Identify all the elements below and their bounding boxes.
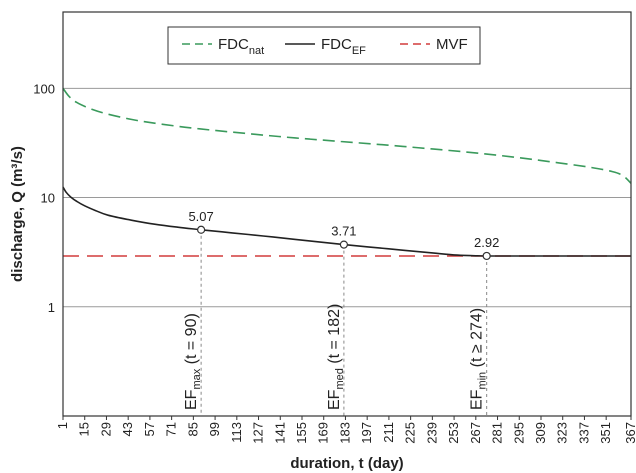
legend-label-main: FDC — [218, 36, 249, 53]
annotation-label-tail: (t ≥ 274) — [469, 308, 486, 372]
x-axis-label: duration, t (day) — [290, 455, 403, 472]
x-tick-label: 253 — [446, 422, 461, 444]
x-tick-label: 239 — [424, 422, 439, 444]
x-tick-label: 211 — [381, 422, 396, 443]
legend-box — [167, 26, 481, 65]
y-tick-label: 1 — [48, 300, 55, 315]
x-tick-label: 141 — [272, 422, 287, 444]
annotation-marker — [197, 225, 206, 234]
legend-label-main: MVF — [436, 36, 468, 53]
annotation-label-main: EF — [326, 389, 343, 410]
y-tick-label: 10 — [41, 191, 55, 206]
x-tick-label: 367 — [623, 422, 636, 444]
x-tick-label: 57 — [142, 422, 157, 436]
x-tick-labels: 1 15 29 43 57 71 85 99 113 127 141 155 169 183 197 211 2… — [55, 416, 636, 444]
y-tick-label: 100 — [33, 81, 55, 96]
x-tick-label: 127 — [251, 422, 266, 444]
y-tick-labels: 1 10 100 — [33, 81, 55, 314]
legend-label-sub: EF — [352, 45, 366, 57]
x-tick-label: 309 — [533, 422, 548, 444]
legend-label-mvf: MVF — [436, 36, 468, 53]
x-tick-label: 43 — [120, 422, 135, 436]
annotation-label-sub: max — [191, 368, 203, 389]
data-label-5.07: 5.07 — [188, 209, 213, 224]
legend: FDCnat FDCEF MVF — [167, 26, 481, 65]
annotation-label-max: EFmax (t = 90) — [183, 313, 203, 410]
x-tick-label: 267 — [468, 422, 483, 444]
data-label-2.92: 2.92 — [474, 235, 499, 250]
legend-label-fdcnat: FDCnat — [218, 36, 264, 57]
x-tick-label: 155 — [294, 422, 309, 444]
annotation-label-tail: (t = 90) — [183, 313, 200, 369]
y-axis-label: discharge, Q (m³/s) — [9, 146, 26, 282]
x-tick-label: 281 — [490, 422, 505, 444]
annotation-marker — [482, 251, 491, 261]
legend-label-main: FDC — [321, 36, 352, 53]
plot-frame — [62, 11, 632, 417]
x-tick-label: 295 — [511, 422, 526, 444]
annotation-marker — [339, 240, 348, 249]
x-tick-label: 169 — [316, 422, 331, 444]
series-line-fdc-nat — [62, 87, 632, 184]
x-tick-label: 85 — [185, 422, 200, 436]
grid — [63, 87, 631, 308]
x-tick-label: 225 — [403, 422, 418, 444]
annotation-label-sub: med — [334, 368, 346, 389]
x-tick-label: 71 — [164, 422, 179, 436]
x-tick-label: 337 — [576, 422, 591, 444]
annotation-label-main: EF — [183, 389, 200, 410]
x-tick-label: 1 — [55, 422, 70, 429]
annotation-label-sub: min — [477, 372, 489, 390]
series-group — [62, 87, 632, 257]
annotation-label-med: EFmed (t = 182) — [326, 304, 346, 410]
x-tick-label: 113 — [229, 422, 244, 443]
x-tick-label: 99 — [207, 422, 222, 436]
data-label-3.71: 3.71 — [331, 224, 356, 239]
x-tick-label: 15 — [77, 422, 92, 436]
x-tick-label: 183 — [337, 422, 352, 444]
legend-label-sub: nat — [249, 45, 264, 57]
annotation-label-main: EF — [469, 389, 486, 410]
x-tick-label: 29 — [98, 422, 113, 436]
x-tick-label: 351 — [598, 422, 613, 444]
annotation-label-tail: (t = 182) — [326, 304, 343, 368]
x-tick-label: 323 — [555, 422, 570, 444]
legend-label-fdcef: FDCEF — [321, 36, 366, 57]
annotation-label-min: EFmin (t ≥ 274) — [469, 308, 489, 410]
series-line-fdc-ef — [62, 186, 631, 257]
x-tick-label: 197 — [359, 422, 374, 444]
